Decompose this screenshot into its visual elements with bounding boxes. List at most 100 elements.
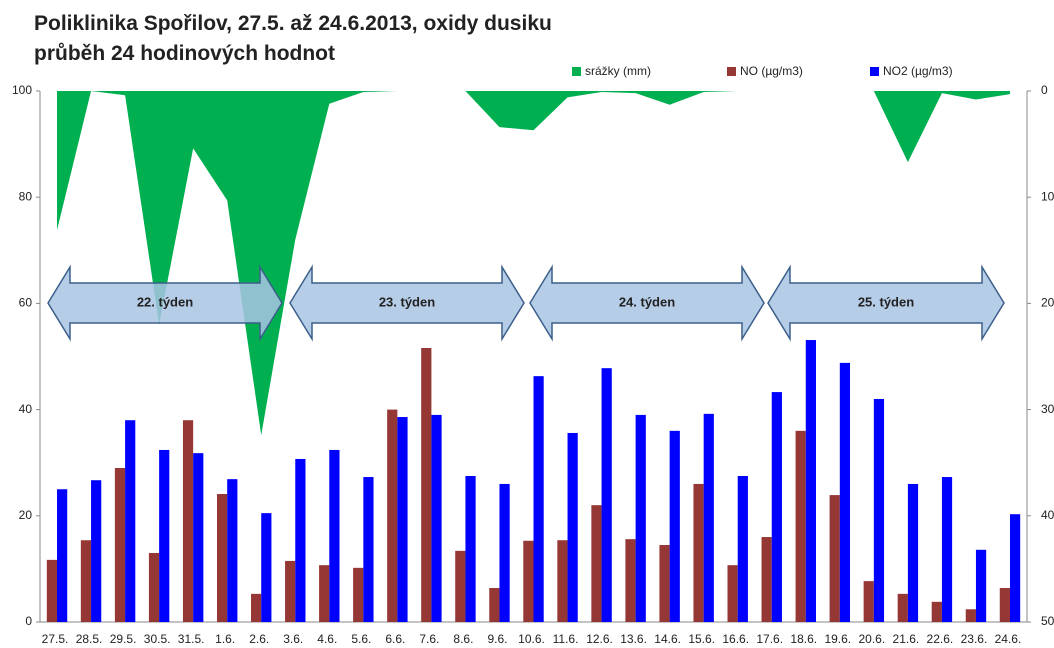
bar [114, 468, 126, 622]
x-tick-label: 31.5. [178, 632, 205, 646]
bar [489, 588, 500, 622]
bar [431, 414, 442, 622]
legend-label: srážky (mm) [585, 64, 651, 78]
legend-swatch [572, 67, 581, 76]
bar [897, 593, 908, 622]
bar [125, 420, 136, 622]
week-label: 23. týden [379, 294, 435, 309]
x-tick-label: 29.5. [110, 632, 137, 646]
x-tick-label: 8.6. [453, 632, 473, 646]
x-tick-label: 30.5. [144, 632, 171, 646]
x-tick-label: 13.6. [620, 632, 647, 646]
x-tick-label: 12.6. [586, 632, 613, 646]
legend-swatch [870, 67, 879, 76]
bar [397, 417, 408, 622]
y-tick-label: 100 [12, 83, 32, 97]
bar [659, 545, 670, 622]
bar [601, 368, 612, 622]
bar [863, 581, 874, 622]
bar [353, 567, 364, 622]
bar [557, 540, 568, 622]
x-tick-label: 20.6. [858, 632, 885, 646]
bar [159, 449, 170, 622]
bar [1009, 514, 1021, 622]
bar [227, 479, 238, 622]
bar [499, 483, 510, 622]
week-label: 24. týden [619, 294, 675, 309]
x-tick-label: 16.6. [722, 632, 749, 646]
bar [295, 458, 306, 622]
x-tick-label: 28.5. [76, 632, 103, 646]
x-tick-label: 2.6. [249, 632, 269, 646]
bar [455, 550, 466, 622]
bar [91, 480, 102, 622]
x-tick-label: 7.6. [419, 632, 439, 646]
bar [285, 560, 296, 622]
bar [567, 432, 578, 622]
x-tick-label: 14.6. [654, 632, 681, 646]
x-tick-label: 21.6. [893, 632, 920, 646]
y-tick-label: 80 [19, 189, 33, 203]
bar [421, 348, 432, 622]
bar [261, 513, 272, 622]
y-tick-label: 40 [19, 402, 33, 416]
bar [795, 430, 806, 622]
x-tick-label: 4.6. [317, 632, 337, 646]
chart-title: Poliklinika Spořilov, 27.5. až 24.6.2013… [34, 12, 552, 35]
week-arrow [47, 264, 283, 342]
x-tick-label: 6.6. [385, 632, 405, 646]
y-tick-label: 20 [19, 508, 33, 522]
x-tick-label: 3.6. [283, 632, 303, 646]
x-tick-label: 23.6. [961, 632, 988, 646]
bar [805, 340, 816, 622]
bar [319, 565, 330, 622]
bar [329, 449, 340, 622]
bar [907, 483, 919, 622]
week-arrow [289, 264, 525, 342]
y2-tick-label: 50 [1041, 614, 1054, 628]
bar [591, 505, 602, 622]
bar [363, 477, 374, 622]
bar [761, 537, 772, 622]
bar [80, 540, 92, 622]
bar [931, 601, 942, 622]
y2-tick-label: 40 [1041, 508, 1054, 522]
precipitation-area [57, 91, 1010, 436]
x-tick-label: 10.6. [518, 632, 545, 646]
bar [625, 539, 636, 622]
week-arrow [529, 264, 765, 342]
y-tick-label: 0 [25, 614, 32, 628]
x-tick-label: 18.6. [790, 632, 817, 646]
bar [839, 362, 851, 622]
legend-swatch [727, 67, 736, 76]
bar [46, 559, 58, 622]
bar [533, 376, 544, 622]
bar [693, 483, 704, 622]
x-tick-label: 19.6. [824, 632, 851, 646]
bar [873, 398, 885, 622]
x-tick-label: 17.6. [756, 632, 783, 646]
x-tick-label: 15.6. [688, 632, 715, 646]
bar [727, 565, 738, 622]
legend-label: NO (µg/m3) [740, 64, 803, 78]
bar [941, 477, 953, 622]
chart-subtitle: průběh 24 hodinových hodnot [34, 42, 335, 65]
y2-tick-label: 0 [1041, 83, 1048, 97]
bar [635, 414, 646, 622]
bar [771, 392, 782, 622]
bar [182, 420, 194, 622]
bar [669, 430, 680, 622]
bar [193, 453, 204, 622]
x-tick-label: 22.6. [927, 632, 954, 646]
x-tick-label: 11.6. [553, 632, 579, 646]
bar [57, 489, 68, 622]
bar [251, 593, 262, 622]
week-label: 25. týden [858, 294, 914, 309]
y-tick-label: 60 [19, 296, 33, 310]
bar [148, 552, 160, 622]
x-tick-label: 5.6. [351, 632, 371, 646]
bar [975, 549, 987, 622]
bar [465, 475, 476, 622]
x-tick-label: 1.6. [215, 632, 235, 646]
